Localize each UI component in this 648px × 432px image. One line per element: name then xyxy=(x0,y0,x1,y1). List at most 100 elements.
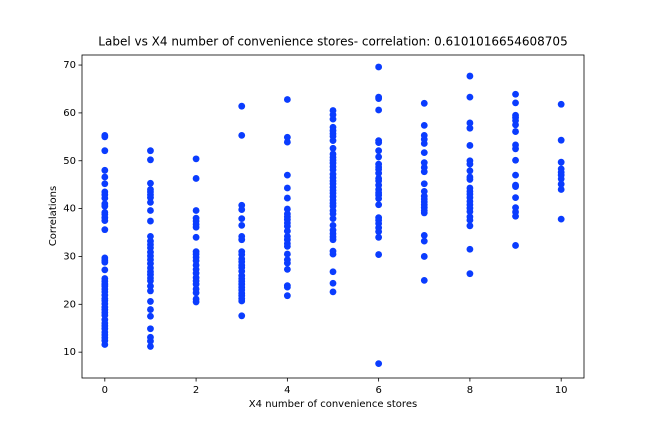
point xyxy=(375,360,383,368)
point xyxy=(147,325,154,333)
point xyxy=(101,258,109,266)
point xyxy=(101,173,109,181)
point xyxy=(238,312,246,320)
point xyxy=(147,298,154,305)
x-tick-label: 10 xyxy=(555,385,568,396)
point xyxy=(192,280,200,288)
point xyxy=(329,236,337,244)
point xyxy=(147,232,154,240)
point xyxy=(512,242,519,249)
point xyxy=(512,121,519,129)
point xyxy=(329,268,337,276)
point xyxy=(147,312,154,320)
point xyxy=(147,198,154,206)
point xyxy=(283,250,291,258)
point xyxy=(147,337,154,345)
point xyxy=(329,215,337,223)
point xyxy=(512,171,519,179)
point xyxy=(512,128,519,135)
point xyxy=(101,341,109,348)
point xyxy=(557,215,565,223)
point xyxy=(512,212,519,220)
point xyxy=(557,180,565,188)
point xyxy=(557,136,565,144)
point xyxy=(512,99,519,107)
x-tick-label: 4 xyxy=(284,385,290,396)
point xyxy=(375,195,383,202)
point xyxy=(147,194,154,201)
point xyxy=(147,217,154,225)
point xyxy=(147,179,154,187)
y-tick-label: 70 xyxy=(63,60,76,71)
point xyxy=(466,142,474,149)
point xyxy=(375,169,383,177)
point xyxy=(375,201,383,209)
point xyxy=(420,99,428,107)
point xyxy=(238,206,246,213)
point xyxy=(466,160,474,168)
point xyxy=(375,106,383,114)
point xyxy=(192,207,200,214)
point xyxy=(283,171,291,179)
y-tick-label: 30 xyxy=(63,251,76,262)
point xyxy=(375,139,383,146)
point xyxy=(329,288,337,296)
point xyxy=(101,226,109,234)
x-tick-label: 2 xyxy=(193,385,199,396)
point xyxy=(329,137,337,145)
point xyxy=(283,133,291,141)
point xyxy=(375,153,383,161)
point xyxy=(283,205,291,213)
point xyxy=(375,147,383,155)
point xyxy=(101,266,109,274)
point xyxy=(420,209,428,217)
point xyxy=(192,223,200,231)
point xyxy=(238,131,246,139)
point xyxy=(238,215,246,223)
point xyxy=(466,124,474,132)
point xyxy=(420,168,428,176)
point xyxy=(101,166,109,174)
point xyxy=(466,245,474,253)
y-tick-label: 50 xyxy=(63,156,76,167)
point xyxy=(466,167,474,175)
point xyxy=(512,90,519,98)
point xyxy=(557,100,565,108)
point xyxy=(147,207,154,214)
point xyxy=(283,138,291,146)
y-axis-label: Correlations xyxy=(48,186,59,246)
point xyxy=(420,149,428,157)
point xyxy=(283,243,291,250)
point xyxy=(512,156,519,164)
point xyxy=(147,306,154,313)
point xyxy=(147,343,154,350)
point xyxy=(101,202,109,210)
point xyxy=(329,115,337,123)
point xyxy=(420,159,428,167)
point xyxy=(147,156,154,164)
point xyxy=(557,186,565,193)
point xyxy=(466,222,474,230)
point xyxy=(466,216,474,224)
point xyxy=(420,237,428,245)
point xyxy=(375,63,383,71)
y-tick-label: 10 xyxy=(63,347,76,358)
point xyxy=(375,251,383,258)
axes-frame xyxy=(81,54,585,379)
point xyxy=(147,277,154,285)
point xyxy=(101,147,109,155)
point xyxy=(147,287,154,295)
point xyxy=(192,298,200,306)
chart-title: Label vs X4 number of convenience stores… xyxy=(98,35,567,49)
point xyxy=(101,217,109,224)
point xyxy=(283,194,291,202)
point xyxy=(192,289,200,297)
point xyxy=(238,221,246,229)
point xyxy=(466,119,474,127)
point xyxy=(283,265,291,273)
point xyxy=(466,270,474,278)
point xyxy=(512,183,519,190)
point xyxy=(101,133,109,141)
point xyxy=(238,102,246,110)
point xyxy=(420,187,428,195)
